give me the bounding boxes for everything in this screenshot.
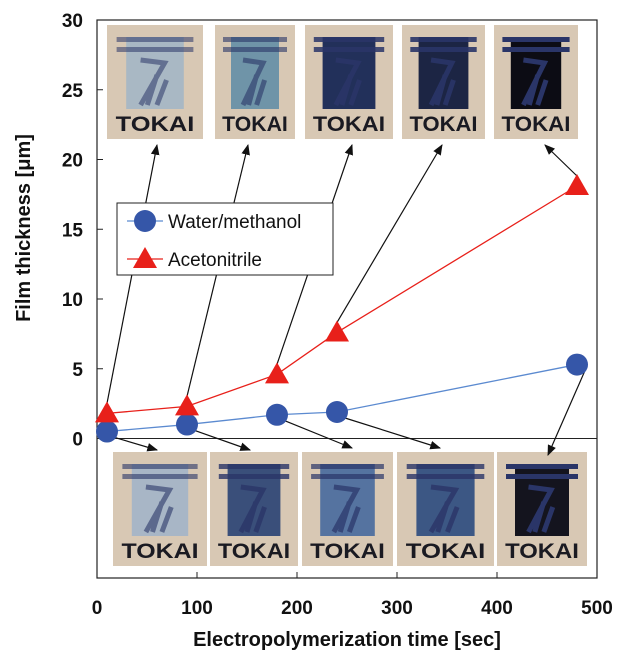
photo-label: TOKAI [218,540,290,563]
bar [406,464,485,469]
legend-label: Water/methanol [168,212,301,233]
photo-label: TOKAI [222,113,288,136]
y-tick-label: 0 [72,430,83,451]
arrow [336,144,443,323]
point [325,320,349,342]
sample-photo: TOKAI [494,25,578,139]
bar [506,474,578,479]
bar [410,47,477,52]
logo [240,57,267,107]
x-axis-label: Electropolymerization time [sec] [193,629,501,651]
photo-label: TOKAI [406,540,486,563]
point [96,420,118,443]
x-tick-label: 200 [281,598,313,619]
point [265,362,289,384]
bar [218,464,290,469]
bar [313,37,385,42]
bar [506,464,578,469]
sample-photo: TOKAI [497,452,587,566]
bar [223,47,287,52]
photo-label: TOKAI [502,113,571,136]
logo [526,484,556,534]
arrow [547,370,586,456]
x-tick-label: 0 [92,598,103,619]
arrow [284,420,354,449]
bar [116,47,194,52]
photo-label: TOKAI [116,113,195,136]
y-tick-label: 10 [62,290,83,311]
point [133,247,157,268]
bar [406,474,485,479]
x-tick-label: 100 [181,598,213,619]
y-axis-label: Film thickness [μm] [13,134,35,322]
sample-photo: TOKAI [305,25,393,139]
bar [313,47,385,52]
bar [122,474,198,479]
logo [428,57,456,107]
sample-photo: TOKAI [402,25,485,139]
point [266,403,288,426]
logo [238,484,267,534]
x-tick-label: 400 [481,598,513,619]
point [176,413,198,436]
point [134,210,156,232]
bar [502,47,570,52]
sample-photo: TOKAI [113,452,207,566]
bar [218,474,290,479]
sample-photo: TOKAI [302,452,393,566]
photo-label: TOKAI [313,113,385,136]
arrow [114,436,159,452]
bar [502,37,570,42]
photo-label: TOKAI [409,113,477,136]
bar [311,464,384,469]
arrow [194,429,252,451]
logo [138,57,169,107]
point [565,174,589,196]
sample-photo: TOKAI [215,25,295,139]
bar [410,37,477,42]
y-tick-label: 5 [72,360,83,381]
photo-label: TOKAI [505,540,579,563]
bar [311,474,384,479]
point [175,394,199,416]
logo [428,484,460,534]
sample-photo: TOKAI [397,452,494,566]
bar [122,464,198,469]
bar [223,37,287,42]
point [566,353,588,376]
sample-photo: TOKAI [210,452,298,566]
y-tick-label: 30 [62,11,83,32]
x-tick-label: 300 [381,598,413,619]
photo-label: TOKAI [310,540,385,563]
arrow [344,417,442,450]
logo [521,57,549,107]
y-tick-label: 15 [62,220,84,241]
arrow [544,144,578,177]
legend-label: Acetonitrile [168,250,262,271]
photo-label: TOKAI [121,540,198,563]
sample-photo: TOKAI [107,25,203,139]
x-tick-label: 500 [581,598,613,619]
logo [333,57,362,107]
point [95,401,119,423]
logo [331,484,361,534]
y-tick-label: 20 [62,151,83,172]
bar [116,37,194,42]
point [326,400,348,423]
logo [143,484,174,534]
y-tick-label: 25 [62,81,84,102]
